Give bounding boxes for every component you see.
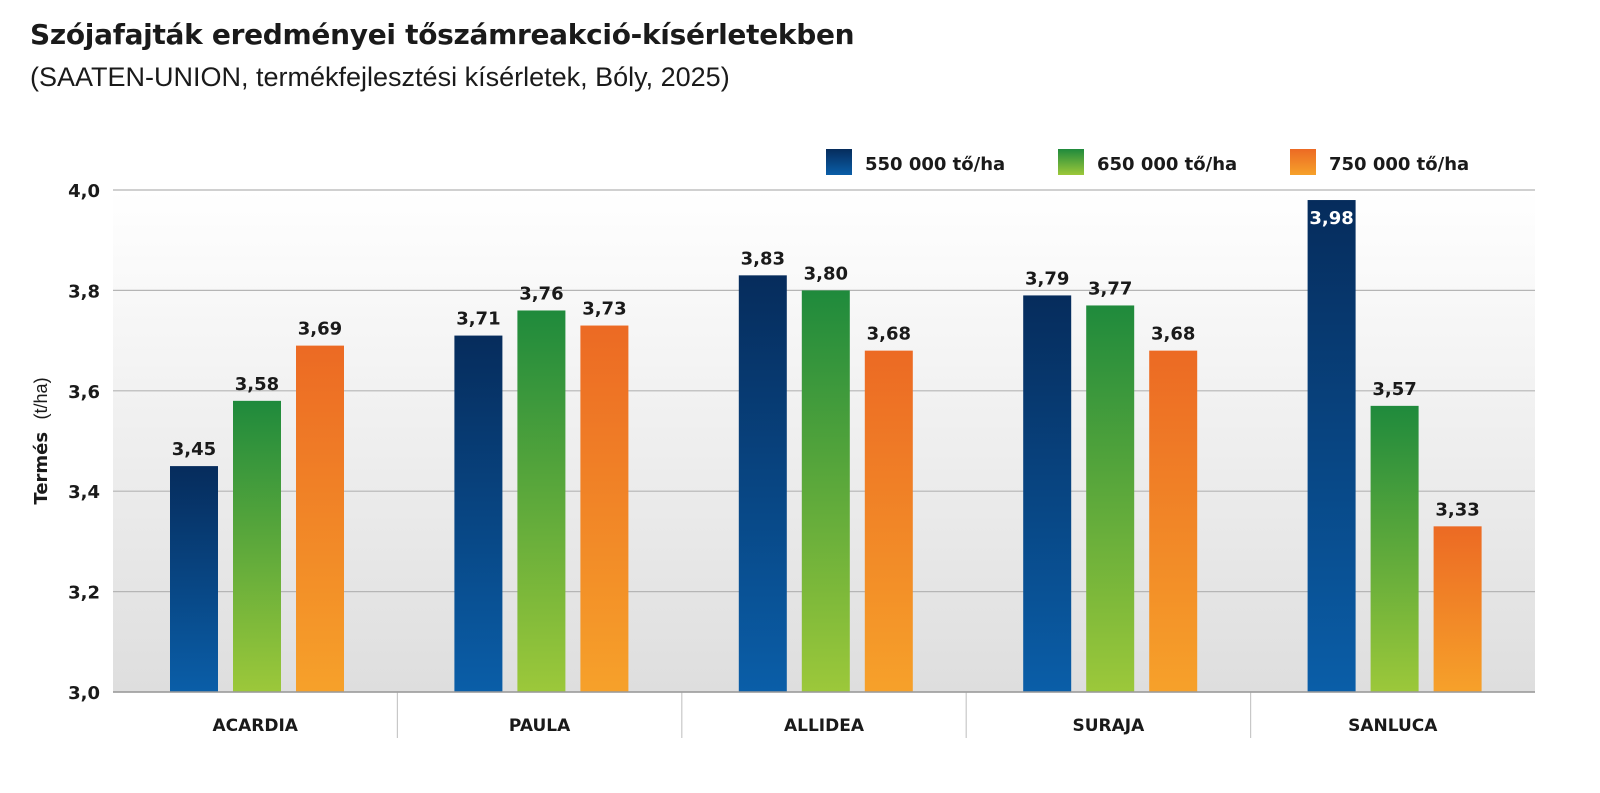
bar <box>1307 200 1356 693</box>
bar <box>517 310 566 692</box>
x-tick-label: PAULA <box>509 716 571 736</box>
bar <box>454 335 503 692</box>
y-tick-label: 3,4 <box>68 482 100 503</box>
bar <box>1370 405 1419 692</box>
x-tick-label: SANLUCA <box>1348 716 1438 736</box>
x-tick-label: ACARDIA <box>212 716 298 736</box>
bar <box>1433 526 1482 692</box>
x-tick-label: SURAJA <box>1073 716 1146 736</box>
y-tick-label: 4,0 <box>68 181 100 202</box>
y-tick-label: 3,0 <box>68 683 100 704</box>
chart-subtitle: (SAATEN-UNION, termékfejlesztési kísérle… <box>30 62 730 92</box>
legend-swatch <box>826 149 852 175</box>
data-label: 3,68 <box>1151 324 1195 345</box>
bar <box>170 466 218 692</box>
bar <box>738 275 787 692</box>
data-label: 3,45 <box>172 439 216 460</box>
legend-label: 550 000 tő/ha <box>865 154 1005 175</box>
bar <box>580 325 629 692</box>
bar <box>801 290 850 692</box>
y-axis-label-unit: (t/ha) <box>31 377 51 419</box>
y-axis-label: Termés (t/ha) <box>31 377 52 504</box>
data-label: 3,58 <box>235 374 279 395</box>
data-label: 3,77 <box>1088 278 1132 299</box>
legend-label: 750 000 tő/ha <box>1329 154 1469 175</box>
bar <box>1023 295 1072 692</box>
legend-label: 650 000 tő/ha <box>1097 154 1237 175</box>
x-tick-label: ALLIDEA <box>784 716 865 736</box>
y-tick-label: 3,2 <box>68 583 100 604</box>
chart-title: Szójafajták eredményei tőszámreakció-kís… <box>30 18 855 51</box>
bar <box>864 350 913 692</box>
data-label: 3,83 <box>741 248 785 269</box>
y-tick-label: 3,6 <box>68 382 100 403</box>
legend-swatch <box>1058 149 1084 175</box>
bar <box>233 400 281 692</box>
data-label: 3,68 <box>867 324 911 345</box>
data-label: 3,33 <box>1435 499 1479 520</box>
data-label: 3,71 <box>456 309 500 330</box>
bar <box>1086 305 1135 692</box>
y-tick-label: 3,8 <box>68 281 100 302</box>
y-axis-label-main: Termés <box>31 432 52 505</box>
bar <box>1149 350 1198 692</box>
legend-swatch <box>1290 149 1316 175</box>
data-label: 3,57 <box>1372 379 1416 400</box>
bar <box>296 345 344 692</box>
data-label: 3,69 <box>298 319 342 340</box>
data-label: 3,73 <box>582 299 626 320</box>
data-label: 3,76 <box>519 283 563 304</box>
data-label: 3,98 <box>1309 208 1353 229</box>
data-label: 3,79 <box>1025 268 1069 289</box>
data-label: 3,80 <box>804 263 848 284</box>
